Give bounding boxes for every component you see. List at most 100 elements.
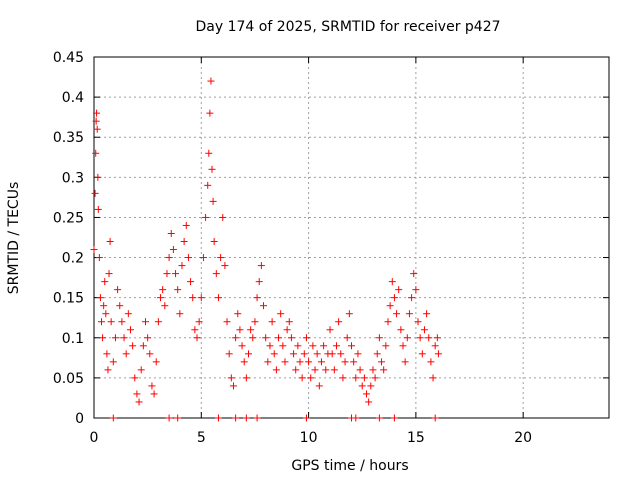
data-point (343, 334, 351, 342)
data-point (290, 350, 298, 358)
data-point (120, 334, 128, 342)
data-point (311, 366, 319, 374)
data-point (354, 350, 362, 358)
data-point (320, 342, 328, 350)
data-point (154, 318, 162, 326)
x-tick-label: 10 (300, 430, 318, 446)
data-point (257, 262, 265, 270)
data-point (91, 189, 99, 197)
data-point (352, 374, 360, 382)
data-point (330, 366, 338, 374)
data-point (165, 254, 173, 262)
data-point (395, 286, 403, 294)
data-point (328, 350, 336, 358)
data-point (393, 310, 401, 318)
data-point (356, 366, 364, 374)
data-point (205, 149, 213, 157)
data-point (425, 334, 433, 342)
data-point (219, 213, 227, 221)
data-point (90, 246, 98, 254)
data-point (294, 342, 302, 350)
data-point (96, 294, 104, 302)
data-point (172, 270, 180, 278)
data-point (184, 254, 192, 262)
data-point (234, 310, 242, 318)
data-point (174, 286, 182, 294)
data-point (292, 366, 300, 374)
chart-title: Day 174 of 2025, SRMTID for receiver p42… (195, 19, 500, 35)
data-point (242, 374, 250, 382)
data-point (300, 350, 308, 358)
data-point (232, 334, 240, 342)
data-point (214, 414, 222, 422)
data-point (363, 390, 371, 398)
data-point (365, 398, 373, 406)
data-point (281, 358, 289, 366)
data-point (178, 262, 186, 270)
data-point (161, 302, 169, 310)
y-tick-label: 0 (75, 411, 84, 427)
data-point (217, 254, 225, 262)
data-point (103, 350, 111, 358)
data-point (93, 109, 101, 117)
data-point (214, 294, 222, 302)
y-tick-label: 0.3 (62, 170, 84, 186)
data-point (277, 310, 285, 318)
data-point (223, 318, 231, 326)
data-point (382, 342, 390, 350)
data-point (118, 318, 126, 326)
data-point (104, 366, 112, 374)
data-point (142, 318, 149, 326)
data-point (116, 302, 124, 310)
data-point (313, 350, 321, 358)
data-point (380, 366, 388, 374)
data-point (403, 334, 411, 342)
data-point (388, 278, 396, 286)
data-point (266, 342, 274, 350)
data-point (408, 294, 416, 302)
x-tick-label: 15 (407, 430, 425, 446)
data-point (245, 350, 252, 358)
x-tick-label: 20 (514, 430, 532, 446)
data-point (418, 350, 426, 358)
data-point (358, 382, 366, 390)
data-point (375, 414, 383, 422)
y-tick-label: 0.05 (53, 371, 84, 387)
data-point (135, 398, 143, 406)
data-point (433, 334, 441, 342)
data-point (332, 342, 340, 350)
data-point (390, 414, 398, 422)
data-point (341, 358, 349, 366)
data-point (229, 382, 237, 390)
data-point (202, 213, 210, 221)
data-point (100, 302, 108, 310)
data-point (352, 414, 360, 422)
data-point (367, 382, 375, 390)
y-tick-label: 0.2 (62, 251, 84, 267)
data-point (305, 358, 313, 366)
data-point (253, 294, 261, 302)
data-point (283, 326, 291, 334)
x-axis-label: GPS time / hours (291, 458, 408, 474)
y-tick-label: 0.35 (53, 130, 84, 146)
data-point (337, 350, 345, 358)
data-point (390, 294, 398, 302)
data-point (199, 254, 207, 262)
data-point (431, 414, 439, 422)
data-point (401, 358, 409, 366)
data-point (317, 358, 325, 366)
data-point (99, 334, 107, 342)
data-point (159, 286, 167, 294)
data-point (176, 310, 184, 318)
data-point (193, 334, 201, 342)
data-point (434, 350, 442, 358)
data-point (102, 310, 110, 318)
data-point (157, 294, 165, 302)
data-point (227, 374, 235, 382)
data-point (106, 238, 114, 246)
data-point (165, 414, 173, 422)
data-point (429, 374, 437, 382)
data-point (268, 318, 276, 326)
data-point (405, 310, 413, 318)
data-point (431, 342, 439, 350)
